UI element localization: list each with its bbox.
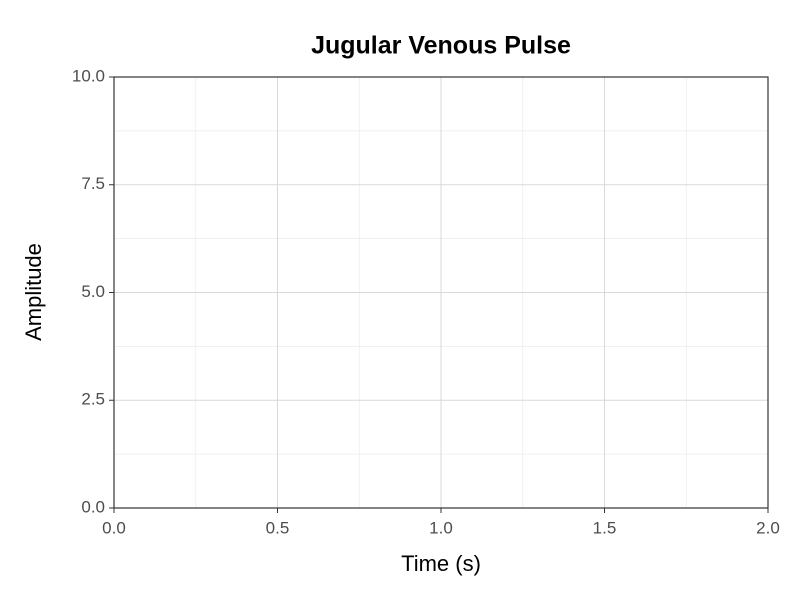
y-tick-label: 5.0 [81, 282, 105, 301]
x-tick-label: 0.0 [102, 518, 126, 537]
x-tick-label: 1.0 [429, 518, 453, 537]
y-tick-label: 0.0 [81, 497, 105, 516]
x-axis-title: Time (s) [401, 551, 481, 576]
y-axis-title: Amplitude [21, 243, 46, 341]
y-tick-label: 7.5 [81, 174, 105, 193]
y-tick-label: 2.5 [81, 390, 105, 409]
y-tick-label: 10.0 [72, 66, 105, 85]
chart-title: Jugular Venous Pulse [311, 32, 571, 60]
x-tick-label: 2.0 [756, 518, 780, 537]
x-tick-label: 0.5 [266, 518, 290, 537]
panel-border [113, 76, 769, 509]
x-tick-label: 1.5 [593, 518, 617, 537]
